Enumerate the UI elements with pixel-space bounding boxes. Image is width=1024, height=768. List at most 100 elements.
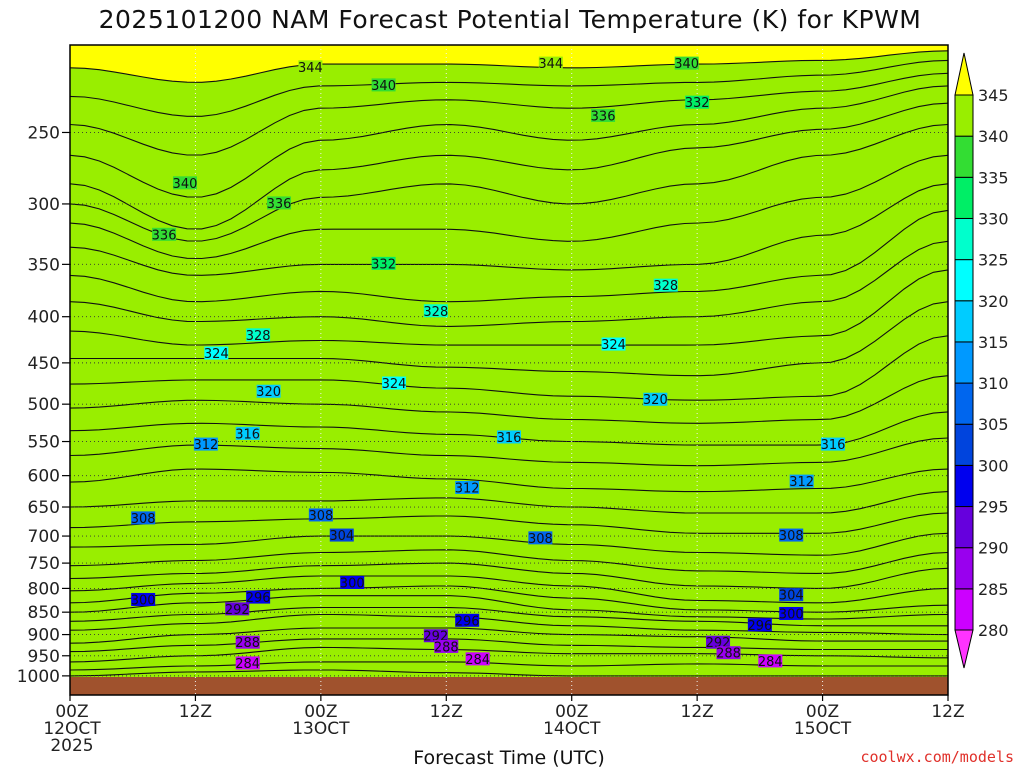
x-tick-label-0-0: 00Z — [55, 702, 88, 722]
contour-label-bg-8 — [152, 227, 177, 241]
contour-label-bg-0 — [298, 60, 323, 74]
isentrope-344 — [70, 50, 948, 83]
contour-label-bg-19 — [497, 430, 521, 444]
contour-label-bg-4 — [591, 108, 616, 122]
isentrope-338 — [70, 85, 948, 198]
contour-label-bg-43 — [465, 652, 490, 666]
contour-label-21: 312 — [193, 438, 218, 453]
contour-label-44: 284 — [758, 655, 783, 670]
x-tick-label-36-0: 12Z — [430, 702, 463, 722]
x-tick-label-24-1: 13OCT — [292, 719, 350, 739]
isentrope-334 — [70, 123, 948, 242]
colorbar-box-320 — [954, 259, 974, 302]
isentrope-284 — [70, 661, 948, 671]
y-tick-label-350: 350 — [28, 255, 60, 275]
contour-label-bg-12 — [246, 328, 271, 342]
contour-label-bg-16 — [256, 384, 281, 398]
y-tick-label-450: 450 — [28, 354, 60, 374]
colorbar-label-325: 325 — [978, 251, 1009, 270]
contour-label-11: 328 — [423, 305, 448, 320]
contour-label-bg-24 — [131, 511, 156, 525]
x-tick-label-72-1: 15OCT — [794, 719, 852, 739]
contour-label-17: 320 — [643, 393, 668, 408]
colorbar-box-315 — [954, 300, 974, 343]
colorbar-label-340: 340 — [978, 127, 1009, 146]
contour-label-bg-33 — [246, 590, 271, 604]
x-tick-label-60-0: 12Z — [681, 702, 714, 722]
contour-label-bg-39 — [235, 635, 260, 649]
contour-label-31: 300 — [340, 576, 365, 591]
contour-label-bg-17 — [643, 392, 668, 406]
contour-label-bg-2 — [538, 56, 563, 70]
contour-label-bg-11 — [423, 304, 448, 318]
theta-band-344 — [70, 50, 948, 695]
y-tick-label-1000: 1000 — [17, 667, 60, 687]
isentrope-304 — [70, 549, 948, 574]
contour-label-27: 308 — [779, 529, 804, 544]
isentrope-324 — [70, 269, 948, 346]
contour-label-3: 340 — [674, 57, 699, 72]
contour-label-23: 312 — [789, 475, 814, 490]
y-tick-label-650: 650 — [28, 498, 60, 518]
contour-label-8: 336 — [152, 228, 177, 243]
colorbar-label-310: 310 — [978, 374, 1009, 393]
contour-label-bg-41 — [716, 646, 741, 660]
contour-label-34: 296 — [455, 614, 480, 629]
contour-label-40: 288 — [434, 640, 459, 655]
colorbar-label-320: 320 — [978, 292, 1009, 311]
contour-label-bg-35 — [747, 618, 772, 632]
contour-label-bg-1 — [371, 78, 396, 92]
isentrope-312 — [70, 468, 948, 493]
isentrope-332 — [70, 154, 948, 260]
contour-label-bg-34 — [455, 613, 480, 627]
contour-label-bg-9 — [371, 256, 396, 270]
isentrope-336 — [70, 102, 948, 230]
contour-label-18: 316 — [235, 427, 260, 442]
contour-label-19: 316 — [497, 431, 522, 446]
isentrope-326 — [70, 240, 948, 327]
contour-label-16: 320 — [256, 385, 281, 400]
y-tick-label-750: 750 — [28, 554, 60, 574]
colorbar-label-285: 285 — [978, 580, 1009, 599]
contour-label-35: 296 — [747, 619, 772, 634]
contour-labels: 344 340 344 340 336 332 340 336 336 332 328 328 328 3… — [131, 56, 846, 672]
contour-label-20: 316 — [821, 438, 846, 453]
contour-label-bg-15 — [382, 376, 407, 390]
ground-surface — [70, 677, 948, 695]
isentrope-342 — [70, 59, 948, 117]
contour-label-bg-29 — [779, 588, 804, 602]
credit-text: coolwx.com/models — [860, 748, 1014, 766]
contour-label-bg-40 — [434, 639, 459, 653]
colorbar-label-305: 305 — [978, 415, 1009, 434]
isentrope-310 — [70, 491, 948, 514]
contour-label-6: 340 — [173, 177, 198, 192]
contour-label-26: 308 — [528, 532, 553, 547]
contour-label-bg-22 — [455, 480, 480, 494]
x-tick-label-84-0: 12Z — [931, 702, 964, 722]
colorbar-label-290: 290 — [978, 539, 1009, 558]
contour-label-30: 300 — [131, 593, 156, 608]
y-tick-label-500: 500 — [28, 395, 60, 415]
y-tick-label-300: 300 — [28, 195, 60, 215]
colorbar-box-325 — [954, 217, 974, 261]
contour-label-bg-25 — [308, 508, 333, 522]
contour-label-13: 324 — [204, 347, 229, 362]
x-axis-label: Forecast Time (UTC) — [413, 747, 604, 768]
isentrope-306 — [70, 532, 948, 556]
contour-label-1: 340 — [371, 79, 396, 94]
colorbar-box-280 — [954, 588, 974, 631]
contour-label-10: 328 — [653, 279, 678, 294]
colorbar-max-arrow — [954, 52, 974, 96]
contour-label-bg-7 — [267, 196, 292, 210]
contour-label-bg-23 — [789, 474, 814, 488]
colorbar-label-280: 280 — [978, 621, 1009, 640]
contour-label-43: 284 — [465, 653, 490, 668]
x-tick-label-48-0: 00Z — [555, 702, 588, 722]
contour-label-25: 308 — [308, 509, 333, 524]
x-tick-label-48-1: 14OCT — [543, 719, 601, 739]
colorbar-min-arrow — [954, 629, 974, 669]
colorbar-label-335: 335 — [978, 168, 1009, 187]
contour-label-bg-42 — [235, 656, 260, 670]
contour-label-bg-31 — [340, 575, 365, 589]
